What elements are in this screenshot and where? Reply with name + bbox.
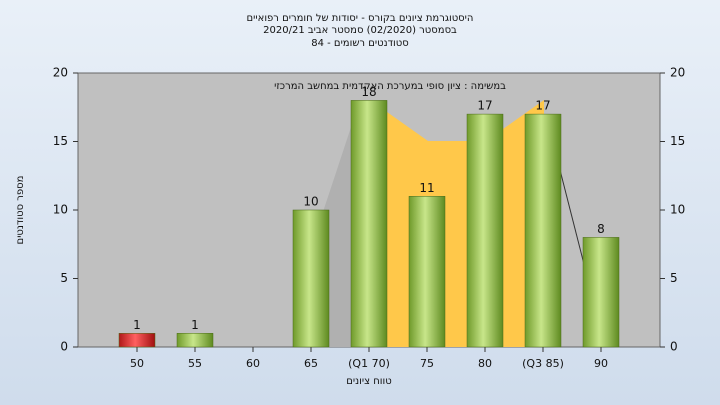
- x-tick-label: (Q3 85): [522, 357, 564, 370]
- value-label: 17: [535, 99, 550, 113]
- bar: [292, 209, 330, 348]
- y-tick-label: 10: [53, 203, 68, 217]
- value-label: 10: [303, 195, 318, 209]
- y-tick-label: 20: [53, 66, 68, 80]
- value-label: 18: [361, 85, 376, 99]
- bar: [350, 100, 388, 348]
- y-tick-label: 15: [53, 134, 68, 148]
- x-tick-label: 50: [130, 357, 144, 370]
- bar: [118, 333, 156, 348]
- bar: [466, 113, 504, 348]
- y2-tick-label: 5: [670, 271, 678, 285]
- x-tick-label: 75: [420, 357, 434, 370]
- x-tick-label: 65: [304, 357, 318, 370]
- y-tick-label: 5: [60, 271, 68, 285]
- x-tick-label: 60: [246, 357, 260, 370]
- value-label: 1: [133, 318, 141, 332]
- y-axis-label: מספר סטודנטים: [15, 176, 26, 245]
- x-tick-label: 90: [594, 357, 608, 370]
- chart-subtitle: סטודנטים רשומים - 84: [311, 38, 409, 49]
- y2-tick-label: 15: [670, 134, 685, 148]
- value-label: 11: [419, 181, 434, 195]
- annotation: במשימה : ציון סופי במערכת האקדמית במחשב …: [274, 81, 506, 92]
- y-tick-label: 0: [60, 340, 68, 354]
- x-tick-label: (Q1 70): [348, 357, 390, 370]
- bar: [408, 196, 446, 348]
- y2-tick-label: 10: [670, 203, 685, 217]
- value-label: 17: [477, 99, 492, 113]
- chart-subtitle: בסמסטר (02/2020) סמסטר אביב 2020/21: [263, 25, 457, 36]
- value-label: 1: [191, 318, 199, 332]
- bar: [582, 237, 620, 348]
- value-label: 8: [597, 222, 605, 236]
- bar: [176, 333, 214, 348]
- bar: [524, 113, 562, 348]
- y2-tick-label: 0: [670, 340, 678, 354]
- x-tick-label: 80: [478, 357, 492, 370]
- decoration-line: [559, 169, 587, 273]
- x-tick-label: 55: [188, 357, 202, 370]
- chart-title: היסטוגרמת ציונים בקורס - יסודות של חומרי…: [247, 13, 474, 24]
- y2-tick-label: 20: [670, 66, 685, 80]
- x-axis-label: טווח ציונים: [346, 376, 391, 387]
